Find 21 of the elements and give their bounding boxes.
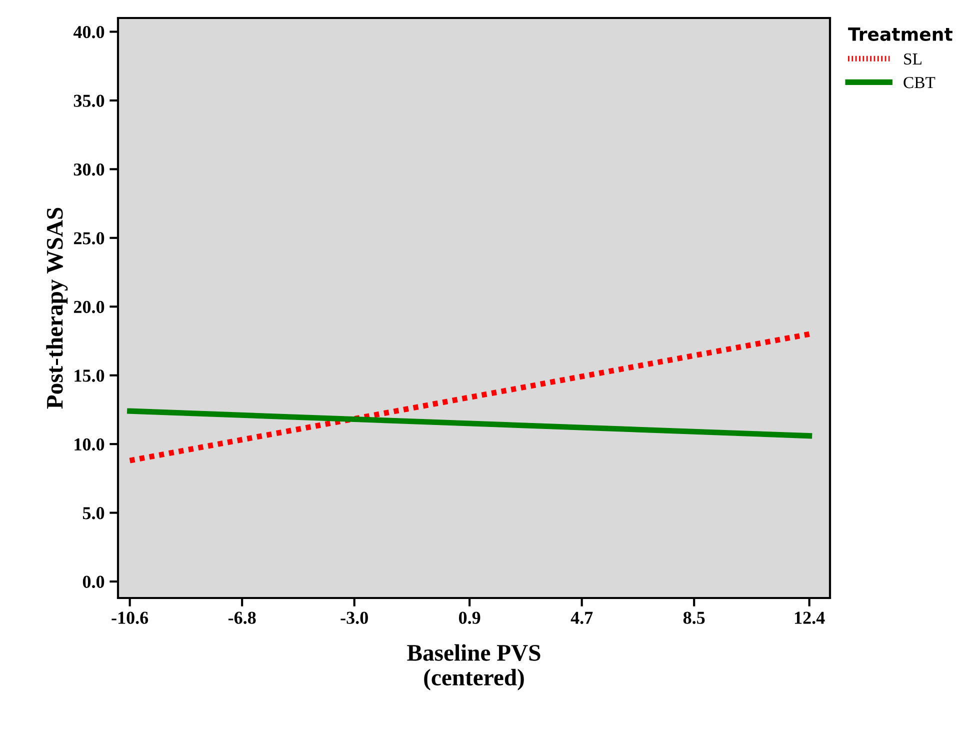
y-tick-label: 30.0 [74, 163, 104, 176]
x-tick-label: -10.6 [112, 612, 148, 624]
x-tick-label: 0.9 [458, 612, 480, 624]
y-tick-label: 25.0 [74, 232, 104, 244]
x-tick-label: 8.5 [683, 612, 705, 624]
x-axis-title: Baseline PVS (centered) [407, 644, 540, 690]
legend-label: SL [904, 53, 922, 65]
legend-label: CBT [904, 76, 936, 88]
y-tick-label: 20.0 [74, 300, 104, 314]
x-tick-label: -6.8 [228, 612, 256, 624]
x-tick-label: 12.4 [794, 612, 825, 624]
y-tick-label: 15.0 [74, 370, 104, 382]
y-axis-title: Post-therapy WSAS [46, 208, 68, 409]
y-tick-label: 0.0 [82, 576, 104, 588]
x-tick-label: 4.7 [570, 612, 593, 624]
y-tick-label: 35.0 [74, 94, 104, 107]
y-tick-label: 5.0 [82, 507, 104, 520]
legend-title: Treatment [848, 28, 952, 41]
y-tick-label: 10.0 [74, 438, 104, 451]
y-tick-label: 40.0 [73, 26, 104, 38]
x-tick-label: -3.0 [340, 612, 368, 624]
